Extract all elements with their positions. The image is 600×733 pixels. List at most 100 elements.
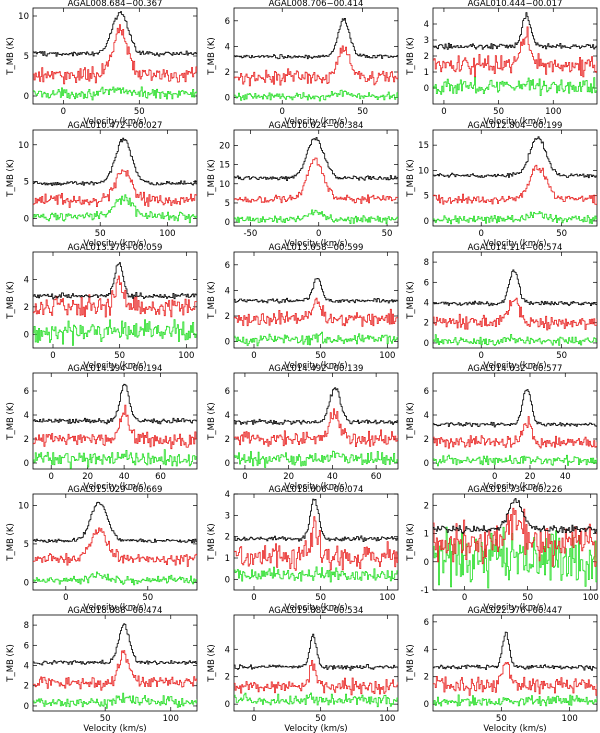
- panel-title: AGAL012.804−00.199: [468, 121, 563, 131]
- y-tick-label: 6: [24, 641, 29, 651]
- x-tick-label: 50: [134, 107, 145, 117]
- x-axis-label: Velocity (km/s): [483, 482, 546, 492]
- red-spectrum: [234, 157, 398, 204]
- y-tick-label: 10: [18, 141, 29, 151]
- green-spectrum: [433, 694, 597, 707]
- x-tick-label: 0: [462, 593, 467, 603]
- red-spectrum: [234, 516, 398, 571]
- x-tick-label: 40: [560, 472, 571, 482]
- black-spectrum: [33, 137, 197, 186]
- x-tick-label: 100: [163, 714, 179, 724]
- y-tick-label: 5: [24, 540, 29, 550]
- y-tick-label: 0: [24, 459, 29, 469]
- spectrum-panel: AGAL013.658−00.599 0 50 100 0 2 4 6 Velocity (km…: [207, 243, 399, 371]
- panel-title: AGAL014.194−00.194: [68, 364, 163, 374]
- panel-title: AGAL008.684−00.367: [68, 0, 163, 9]
- x-tick-label: 0: [50, 351, 55, 361]
- x-tick-label: 0: [61, 107, 66, 117]
- y-axis-label: T_MB (K): [6, 402, 16, 441]
- x-tick-label: 0: [49, 472, 54, 482]
- spectrum-panel: AGAL015.029−00.669 0 50 0 5 10 Velocity (km/s)…: [6, 485, 198, 613]
- green-spectrum: [33, 449, 197, 469]
- black-spectrum: [433, 631, 597, 671]
- panel-frame: [233, 129, 399, 227]
- black-spectrum: [234, 498, 398, 542]
- panel-title: AGAL015.029−00.669: [68, 485, 163, 495]
- green-spectrum: [234, 450, 398, 468]
- x-tick-label: 0: [441, 107, 446, 117]
- spectrum-panel: AGAL018.888−00.474 50 100 0 2 4 6 8 Velocity (km…: [6, 606, 198, 733]
- panel-title: AGAL010.624−00.384: [269, 121, 364, 131]
- black-spectrum: [234, 387, 398, 425]
- spectrum-panel: AGAL019.882−00.534 0 50 100 0 2 4 Velocity (km/…: [207, 606, 399, 733]
- panel-title: AGAL018.606−00.074: [269, 485, 364, 495]
- spectrum-panel: AGAL012.804−00.199 0 50 0 5 10 15 Velocity (km/…: [406, 121, 598, 249]
- x-tick-label: 0: [316, 229, 321, 239]
- x-tick-label: 50: [95, 229, 106, 239]
- x-tick-label: 60: [371, 472, 382, 482]
- x-tick-label: 40: [119, 472, 130, 482]
- x-tick-label: 50: [496, 714, 507, 724]
- x-axis-label: Velocity (km/s): [483, 603, 546, 613]
- green-spectrum: [433, 526, 597, 589]
- y-tick-label: 2: [225, 68, 230, 78]
- x-tick-label: 100: [178, 351, 194, 361]
- y-tick-label: 4: [424, 645, 429, 655]
- y-tick-label: 3: [225, 511, 230, 521]
- y-tick-label: 0: [225, 700, 230, 710]
- panel-frame: [432, 493, 598, 591]
- panel-frame: [32, 493, 198, 591]
- x-tick-label: 20: [525, 472, 536, 482]
- x-axis-label: Velocity (km/s): [284, 239, 347, 249]
- x-tick-label: 100: [562, 714, 578, 724]
- x-tick-label: 0: [251, 593, 256, 603]
- y-tick-label: 0: [225, 218, 230, 228]
- x-axis-label: Velocity (km/s): [83, 724, 146, 733]
- y-axis-label: T_MB (K): [406, 644, 416, 683]
- black-spectrum: [433, 12, 597, 50]
- y-axis-label: T_MB (K): [207, 281, 217, 320]
- y-tick-label: 6: [225, 387, 230, 397]
- y-axis-label: T_MB (K): [406, 159, 416, 198]
- y-tick-label: 6: [225, 17, 230, 27]
- y-tick-label: 4: [24, 662, 29, 672]
- x-tick-label: 50: [114, 351, 125, 361]
- y-tick-label: 0: [225, 338, 230, 348]
- y-axis-label: T_MB (K): [6, 159, 16, 198]
- y-tick-label: 2: [24, 435, 29, 445]
- spectrum-panel: AGAL014.492−00.139 0 20 40 60 0 2 4 6 Velocity (k…: [207, 364, 399, 492]
- y-tick-label: 8: [424, 258, 429, 268]
- panel-frame: [32, 614, 198, 712]
- y-tick-label: -1: [421, 586, 429, 596]
- x-tick-label: 0: [251, 351, 256, 361]
- y-tick-label: 0: [24, 215, 29, 225]
- y-tick-label: 1: [424, 68, 429, 78]
- green-spectrum: [234, 566, 398, 583]
- red-spectrum: [33, 404, 197, 450]
- panel-frame: [432, 251, 598, 349]
- y-tick-label: 0: [424, 700, 429, 710]
- y-tick-label: 0: [24, 330, 29, 340]
- y-tick-label: 10: [418, 166, 429, 176]
- spectrum-panel: AGAL010.472+00.027 50 100 0 5 10 Velocity (km/…: [6, 121, 198, 249]
- panel-title: AGAL008.706−00.414: [269, 0, 364, 9]
- red-spectrum: [433, 297, 597, 331]
- panel-title: AGAL019.882−00.534: [269, 606, 364, 616]
- x-tick-label: 0: [251, 714, 256, 724]
- panel-frame: [32, 129, 198, 227]
- y-tick-label: 5: [24, 52, 29, 62]
- spectrum-panel: AGAL008.706−00.414 0 50 0 2 4 6 Velocity (km/s)…: [207, 0, 399, 127]
- x-axis-label: Velocity (km/s): [284, 117, 347, 127]
- y-tick-label: 0: [424, 84, 429, 94]
- x-tick-label: 50: [556, 351, 567, 361]
- panel-title: AGAL013.178+00.059: [68, 243, 163, 253]
- y-axis-label: T_MB (K): [6, 281, 16, 320]
- x-tick-label: -50: [243, 229, 257, 239]
- x-tick-label: 50: [357, 107, 368, 117]
- y-tick-label: 15: [418, 141, 429, 151]
- y-tick-label: 5: [225, 199, 230, 209]
- y-tick-label: 10: [18, 12, 29, 22]
- y-tick-label: 2: [24, 682, 29, 692]
- y-tick-label: 5: [424, 192, 429, 202]
- panel-title: AGAL014.492−00.139: [269, 364, 364, 374]
